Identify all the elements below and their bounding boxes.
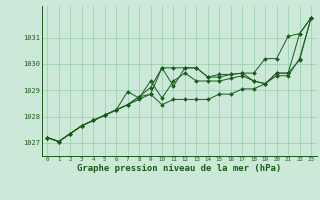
X-axis label: Graphe pression niveau de la mer (hPa): Graphe pression niveau de la mer (hPa) — [77, 164, 281, 173]
